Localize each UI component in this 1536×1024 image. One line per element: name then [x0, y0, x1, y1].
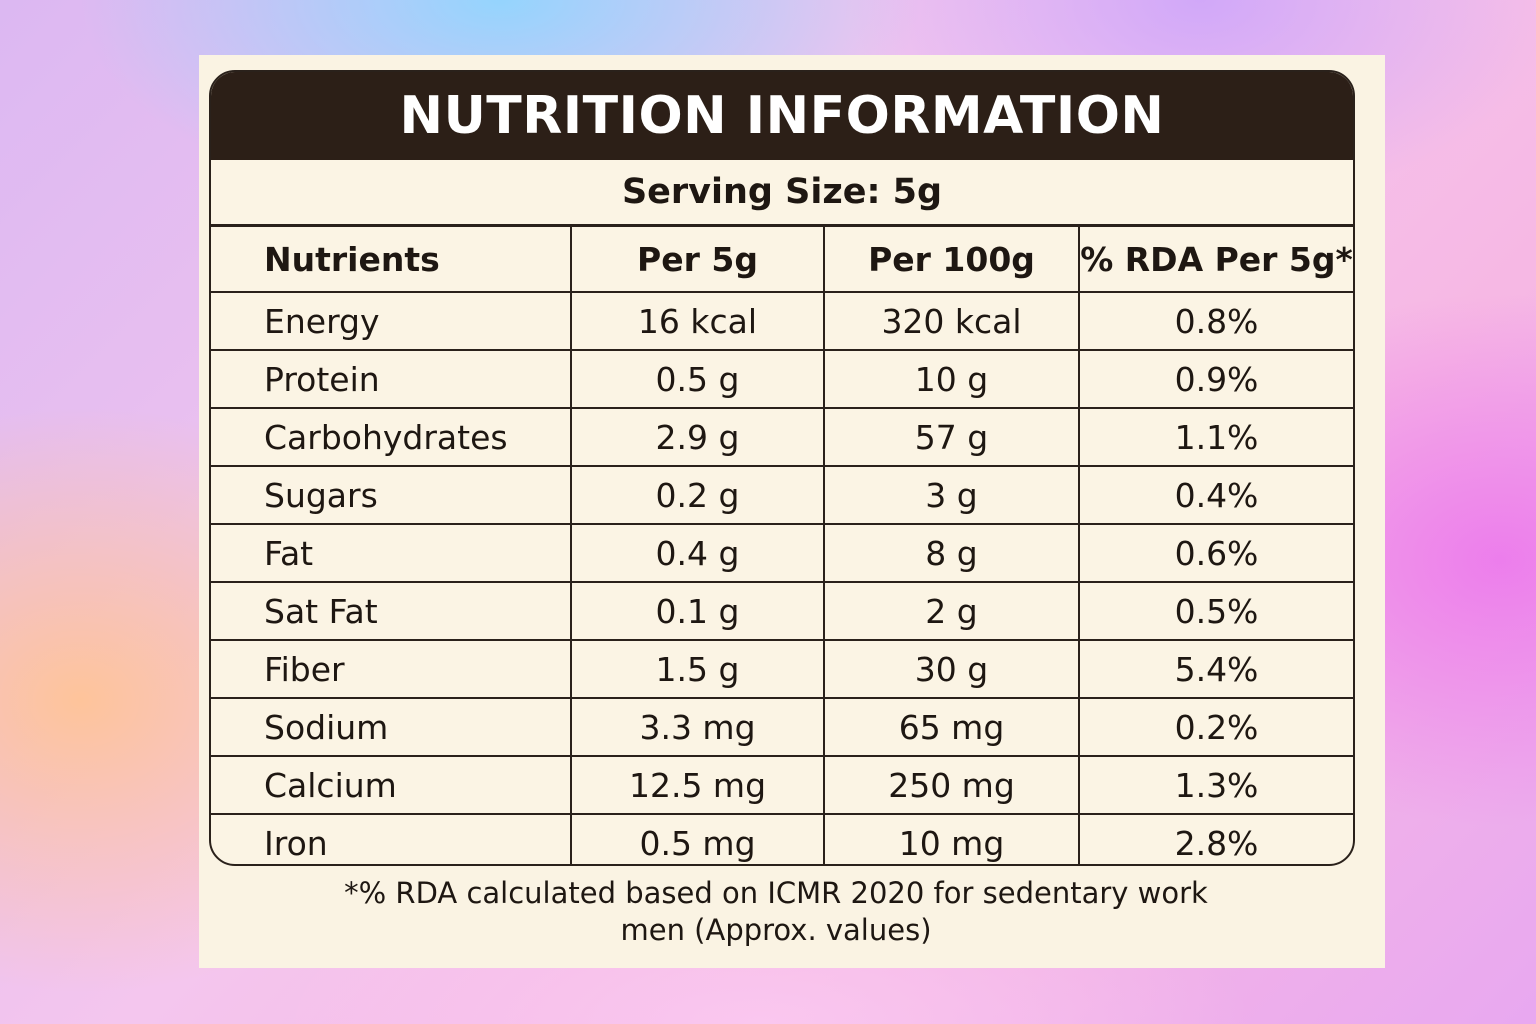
table-row: Energy 16 kcal 320 kcal 0.8% — [211, 292, 1353, 351]
rda-value: 0.5% — [1079, 582, 1353, 641]
per-5g-value: 12.5 mg — [571, 756, 825, 815]
nutrition-table-card: NUTRITION INFORMATION Serving Size: 5g N… — [209, 70, 1355, 866]
per-5g-value: 16 kcal — [571, 292, 825, 351]
per-100g-value: 30 g — [824, 640, 1080, 699]
per-5g-value: 3.3 mg — [571, 698, 825, 757]
footnote-line-2: men (Approx. values) — [620, 913, 932, 947]
nutrition-label-panel: NUTRITION INFORMATION Serving Size: 5g N… — [199, 55, 1385, 968]
table-row: Sugars 0.2 g 3 g 0.4% — [211, 466, 1353, 525]
nutrient-name: Fiber — [211, 640, 572, 699]
table-header-row: Nutrients Per 5g Per 100g % RDA Per 5g* — [211, 227, 1353, 293]
rda-value: 2.8% — [1174, 823, 1259, 863]
per-5g-value: 0.5 mg — [571, 814, 825, 864]
table-row: Calcium 12.5 mg 250 mg 1.3% — [211, 756, 1353, 815]
table-row: Sat Fat 0.1 g 2 g 0.5% — [211, 582, 1353, 641]
per-100g-value: 250 mg — [824, 756, 1080, 815]
nutrition-table: Nutrients Per 5g Per 100g % RDA Per 5g* … — [211, 227, 1353, 864]
per-100g-value: 8 g — [824, 524, 1080, 583]
table-row: Iron 0.5 mg 10 mg 2.8% — [211, 814, 1353, 864]
rda-value: 0.4% — [1079, 466, 1353, 525]
rda-footnote: *% RDA calculated based on ICMR 2020 for… — [199, 875, 1353, 949]
nutrient-name: Calcium — [211, 756, 572, 815]
table-row: Fiber 1.5 g 30 g 5.4% — [211, 640, 1353, 699]
serving-size: Serving Size: 5g — [211, 160, 1353, 227]
rda-value: 1.3% — [1079, 756, 1353, 815]
per-5g-value: 0.4 g — [571, 524, 825, 583]
per-100g-value: 57 g — [824, 408, 1080, 467]
footnote-line-1: *% RDA calculated based on ICMR 2020 for… — [344, 876, 1208, 910]
per-5g-value: 0.5 g — [571, 350, 825, 409]
per-100g-value: 10 g — [824, 350, 1080, 409]
rda-value: 5.4% — [1079, 640, 1353, 699]
rda-value: 1.1% — [1079, 408, 1353, 467]
per-100g-value: 3 g — [824, 466, 1080, 525]
table-row: Carbohydrates 2.9 g 57 g 1.1% — [211, 408, 1353, 467]
table-row: Protein 0.5 g 10 g 0.9% — [211, 350, 1353, 409]
nutrient-name: Sugars — [211, 466, 572, 525]
rda-value: 0.6% — [1079, 524, 1353, 583]
nutrient-name: Protein — [211, 350, 572, 409]
nutrient-name: Fat — [211, 524, 572, 583]
rda-value: 0.9% — [1079, 350, 1353, 409]
table-row: Sodium 3.3 mg 65 mg 0.2% — [211, 698, 1353, 757]
column-header-rda: % RDA Per 5g* — [1079, 227, 1353, 293]
per-5g-value: 2.9 g — [571, 408, 825, 467]
column-header-nutrients: Nutrients — [211, 227, 572, 293]
rda-value: 0.8% — [1079, 292, 1353, 351]
nutrient-name: Sat Fat — [211, 582, 572, 641]
per-5g-value: 0.2 g — [571, 466, 825, 525]
per-100g-value: 10 mg — [824, 814, 1080, 864]
per-100g-value: 65 mg — [824, 698, 1080, 757]
table-row: Fat 0.4 g 8 g 0.6% — [211, 524, 1353, 583]
column-header-per-5g: Per 5g — [571, 227, 825, 293]
per-100g-value: 320 kcal — [824, 292, 1080, 351]
per-100g-value: 2 g — [824, 582, 1080, 641]
label-title: NUTRITION INFORMATION — [211, 72, 1353, 160]
nutrient-name: Iron — [211, 814, 572, 864]
column-header-per-100g: Per 100g — [824, 227, 1080, 293]
nutrient-name: Energy — [211, 292, 572, 351]
nutrient-name: Carbohydrates — [211, 408, 572, 467]
per-5g-value: 0.1 g — [571, 582, 825, 641]
nutrient-name: Sodium — [211, 698, 572, 757]
per-5g-value: 1.5 g — [571, 640, 825, 699]
rda-value: 0.2% — [1079, 698, 1353, 757]
